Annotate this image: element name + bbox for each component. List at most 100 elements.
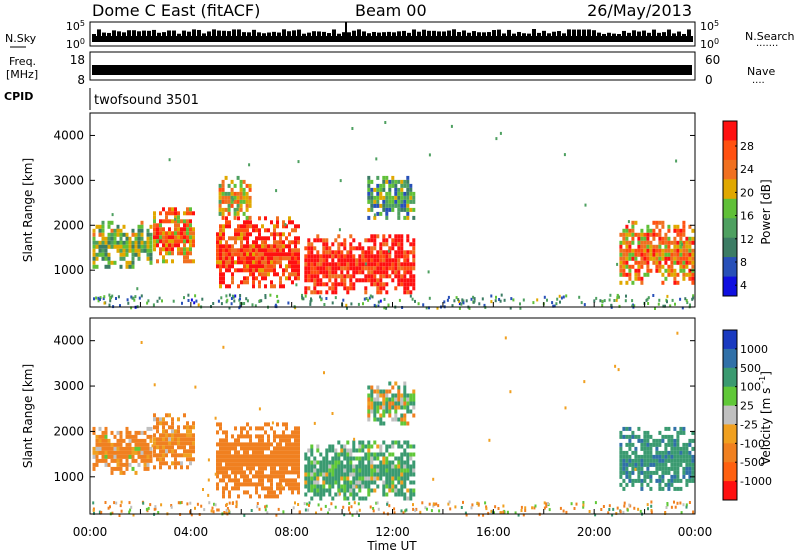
data-cell bbox=[186, 211, 189, 216]
data-cell bbox=[174, 449, 177, 454]
data-cell bbox=[391, 385, 395, 390]
data-cell bbox=[101, 446, 105, 451]
scatter-cell bbox=[190, 298, 193, 302]
scatter-cell bbox=[482, 513, 485, 517]
data-cell bbox=[358, 488, 362, 493]
scatter-cell bbox=[616, 293, 619, 297]
data-cell bbox=[409, 492, 413, 497]
data-cell bbox=[322, 242, 326, 247]
data-cell bbox=[625, 248, 629, 253]
data-cell bbox=[622, 268, 626, 273]
data-cell bbox=[246, 220, 249, 225]
data-cell bbox=[258, 454, 261, 459]
data-cell bbox=[652, 458, 656, 463]
data-cell bbox=[122, 438, 126, 443]
data-cell bbox=[361, 484, 365, 489]
data-cell bbox=[406, 175, 410, 180]
data-cell bbox=[131, 256, 135, 261]
nsky-bar bbox=[482, 32, 486, 36]
data-cell bbox=[655, 256, 659, 261]
nsky-bar bbox=[572, 29, 576, 36]
data-cell bbox=[649, 248, 653, 253]
data-cell bbox=[307, 278, 311, 283]
scatter-cell bbox=[140, 294, 143, 298]
scatter-cell bbox=[580, 301, 583, 305]
data-cell bbox=[379, 421, 383, 426]
data-cell bbox=[149, 450, 153, 455]
data-cell bbox=[249, 232, 252, 237]
data-cell bbox=[285, 438, 288, 443]
data-cell bbox=[159, 437, 162, 442]
data-cell bbox=[685, 462, 689, 467]
data-cell bbox=[159, 445, 162, 450]
data-cell bbox=[297, 462, 300, 467]
scatter-cell bbox=[220, 296, 223, 300]
data-cell bbox=[140, 232, 144, 237]
data-cell bbox=[373, 254, 377, 259]
data-cell bbox=[225, 438, 228, 443]
data-cell bbox=[340, 278, 344, 283]
data-cell bbox=[652, 470, 656, 475]
data-cell bbox=[261, 268, 264, 273]
data-cell bbox=[228, 284, 231, 289]
data-cell bbox=[228, 260, 231, 265]
velocity-colorbar-tick-label: -1000 bbox=[740, 475, 772, 488]
data-cell bbox=[619, 268, 623, 273]
data-cell bbox=[110, 240, 114, 245]
data-cell bbox=[409, 468, 413, 473]
data-cell bbox=[397, 385, 401, 390]
data-cell bbox=[349, 250, 353, 255]
data-cell bbox=[400, 282, 404, 287]
data-cell bbox=[249, 438, 252, 443]
data-cell bbox=[168, 235, 171, 240]
data-cell bbox=[406, 258, 410, 263]
data-cell bbox=[649, 450, 653, 455]
scatter-cell bbox=[95, 296, 98, 300]
data-cell bbox=[643, 442, 647, 447]
scatter-cell bbox=[298, 510, 301, 514]
data-cell bbox=[285, 470, 288, 475]
data-cell bbox=[406, 234, 410, 239]
data-cell bbox=[391, 258, 395, 263]
data-cell bbox=[670, 462, 674, 467]
data-cell bbox=[646, 458, 650, 463]
data-cell bbox=[337, 456, 341, 461]
data-cell bbox=[156, 437, 159, 442]
scatter-cell bbox=[473, 297, 476, 301]
data-cell bbox=[358, 496, 362, 501]
data-cell bbox=[346, 476, 350, 481]
data-cell bbox=[346, 484, 350, 489]
data-cell bbox=[228, 454, 231, 459]
data-cell bbox=[249, 224, 252, 229]
data-cell bbox=[667, 466, 671, 471]
data-cell bbox=[319, 496, 323, 501]
scatter-cell bbox=[448, 500, 451, 504]
data-cell bbox=[304, 262, 308, 267]
data-cell bbox=[174, 215, 177, 220]
data-cell bbox=[349, 258, 353, 263]
data-cell bbox=[294, 252, 297, 257]
data-cell bbox=[282, 450, 285, 455]
data-cell bbox=[670, 272, 674, 277]
data-cell bbox=[406, 468, 410, 473]
data-cell bbox=[373, 195, 377, 200]
data-cell bbox=[322, 460, 326, 465]
data-cell bbox=[134, 446, 138, 451]
data-cell bbox=[128, 244, 132, 249]
data-cell bbox=[625, 426, 629, 431]
data-cell bbox=[370, 401, 374, 406]
data-cell bbox=[282, 478, 285, 483]
data-cell bbox=[343, 444, 347, 449]
scatter-cell bbox=[194, 294, 197, 298]
data-cell bbox=[134, 438, 138, 443]
data-cell bbox=[358, 460, 362, 465]
scatter-cell bbox=[485, 505, 488, 509]
data-cell bbox=[279, 442, 282, 447]
data-cell bbox=[273, 248, 276, 253]
scatter-cell bbox=[426, 507, 428, 511]
data-cell bbox=[95, 450, 99, 455]
data-cell bbox=[367, 250, 371, 255]
y-tick-label: 3000 bbox=[53, 379, 84, 393]
data-cell bbox=[691, 240, 695, 245]
data-cell bbox=[146, 236, 150, 241]
